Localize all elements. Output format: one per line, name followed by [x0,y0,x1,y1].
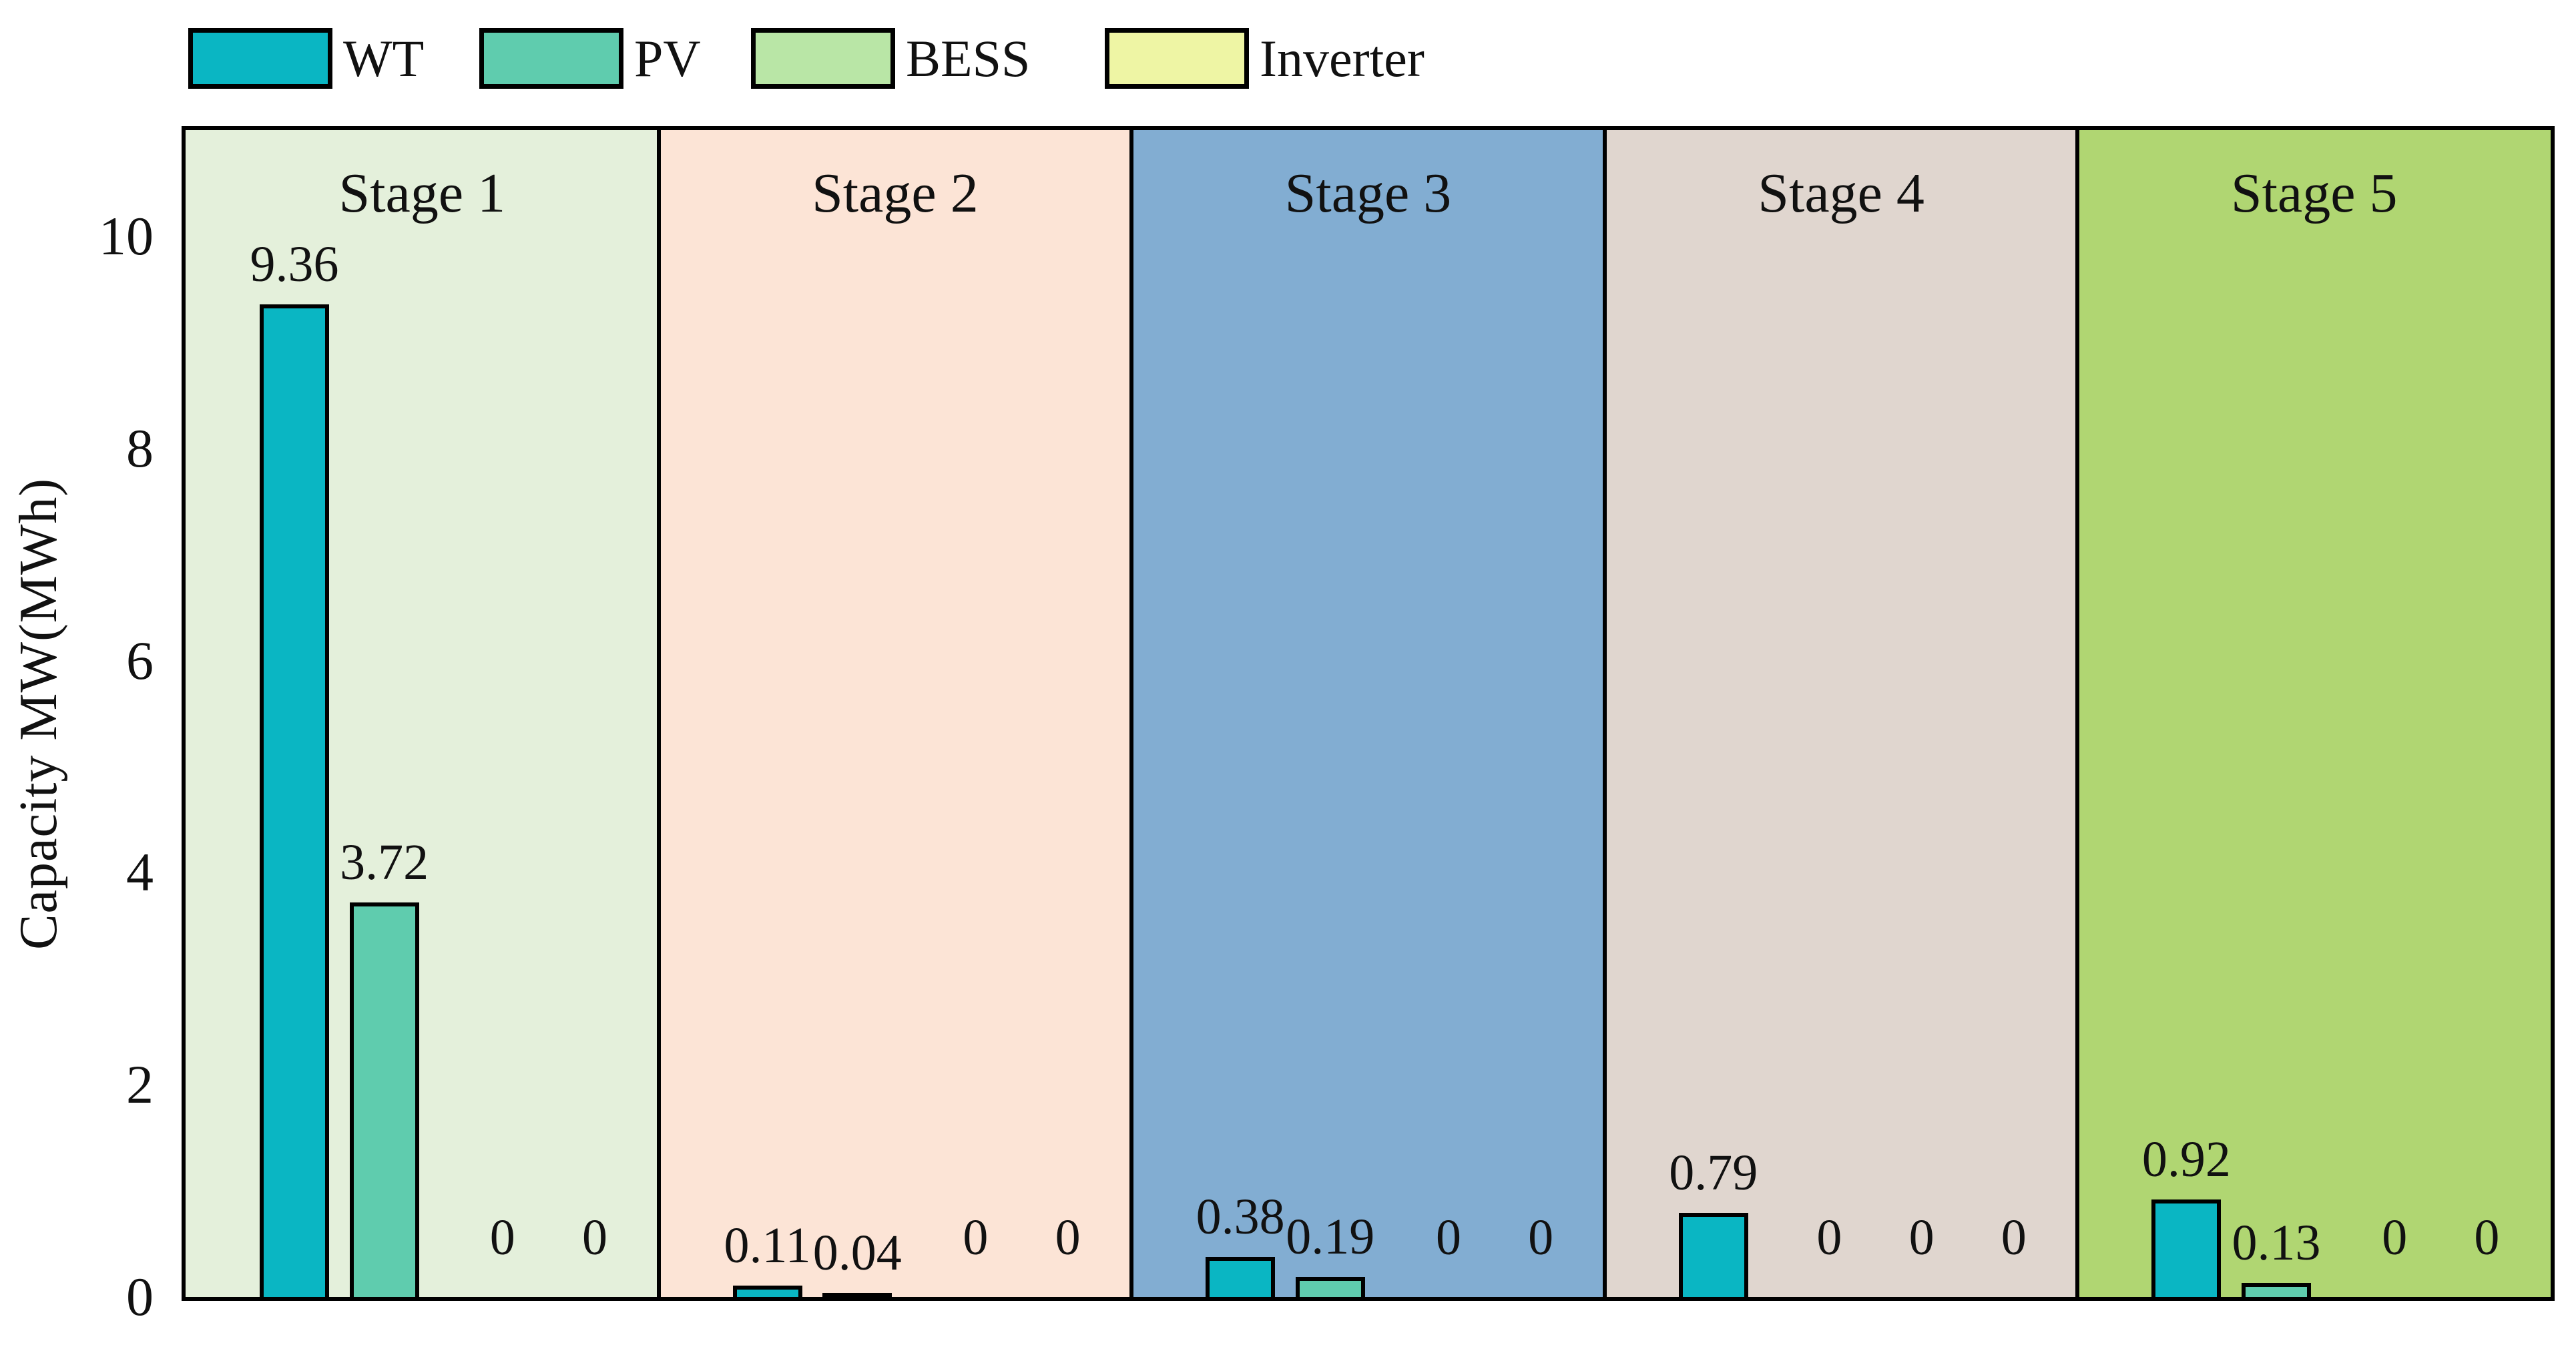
bar-pv-stage-1 [349,902,419,1297]
bar-value-label-pv-stage-5: 0.13 [2232,1215,2321,1272]
bar-wt-stage-5 [2151,1199,2222,1297]
y-tick-label-0: 0 [126,1266,154,1327]
stage-title-1: Stage 1 [338,162,506,224]
bar-value-label-wt-stage-5: 0.92 [2141,1131,2231,1187]
legend-item-bess: BESS [751,28,1030,89]
stage-divider [656,130,661,1297]
bar-wt-stage-2 [732,1285,802,1297]
bar-pv-stage-2 [822,1292,892,1297]
legend-item-wt: WT [188,28,424,89]
legend-swatch-pv [479,28,623,89]
stage-title-2: Stage 2 [812,162,979,224]
y-tick-label-4: 4 [126,842,154,903]
bar-pv-stage-3 [1295,1276,1365,1297]
legend-item-inverter: Inverter [1105,28,1425,89]
legend-swatch-wt [188,28,332,89]
bar-wt-stage-3 [1206,1256,1276,1297]
y-tick-label-2: 2 [126,1054,154,1115]
bar-value-label-pv-stage-1: 3.72 [340,834,429,890]
bar-value-label-bess-stage-5: 0 [2382,1209,2408,1266]
bar-value-label-pv-stage-2: 0.04 [812,1224,902,1281]
stage-divider [2075,130,2080,1297]
stage-band-2 [658,130,1132,1297]
stage-band-4 [1604,130,2078,1297]
bar-value-label-inverter-stage-2: 0 [1055,1209,1081,1266]
stage-title-4: Stage 4 [1758,162,1924,224]
stage-title-5: Stage 5 [2230,162,2398,224]
bar-value-label-bess-stage-4: 0 [1908,1209,1935,1266]
legend-swatch-bess [751,28,895,89]
y-tick-label-6: 6 [126,629,154,691]
bar-pv-stage-5 [2242,1283,2311,1297]
bar-value-label-bess-stage-2: 0 [963,1209,989,1266]
stage-band-3 [1131,130,1605,1297]
bar-value-label-pv-stage-3: 0.19 [1286,1208,1375,1265]
legend-label-bess: BESS [906,29,1031,87]
bar-value-label-bess-stage-1: 0 [489,1209,515,1266]
legend-label-wt: WT [343,29,425,87]
stage-divider [1602,130,1607,1297]
stage-band-1 [186,130,659,1297]
bar-value-label-wt-stage-2: 0.11 [724,1217,811,1274]
bar-wt-stage-4 [1678,1213,1748,1297]
bar-value-label-wt-stage-1: 9.36 [250,236,339,292]
legend-label-inverter: Inverter [1260,29,1425,87]
bar-value-label-wt-stage-3: 0.38 [1196,1188,1285,1245]
legend-swatch-inverter [1105,28,1249,89]
bar-value-label-bess-stage-3: 0 [1435,1209,1461,1266]
stage-band-5 [2077,130,2551,1297]
stage-title-3: Stage 3 [1284,162,1452,224]
bar-value-label-inverter-stage-5: 0 [2474,1209,2500,1266]
bar-value-label-pv-stage-4: 0 [1816,1209,1842,1266]
stage-divider [1129,130,1134,1297]
bar-value-label-inverter-stage-1: 0 [581,1209,607,1266]
y-tick-label-10: 10 [99,205,154,266]
y-tick-label-8: 8 [126,417,154,479]
bar-value-label-inverter-stage-4: 0 [2001,1209,2027,1266]
legend-item-pv: PV [479,28,701,89]
bar-value-label-wt-stage-4: 0.79 [1669,1145,1758,1201]
legend-label-pv: PV [634,29,701,87]
bar-value-label-inverter-stage-3: 0 [1528,1209,1554,1266]
bar-wt-stage-1 [259,304,329,1297]
y-axis-title-wrap: Capacity MW(MWh) [5,126,72,1301]
